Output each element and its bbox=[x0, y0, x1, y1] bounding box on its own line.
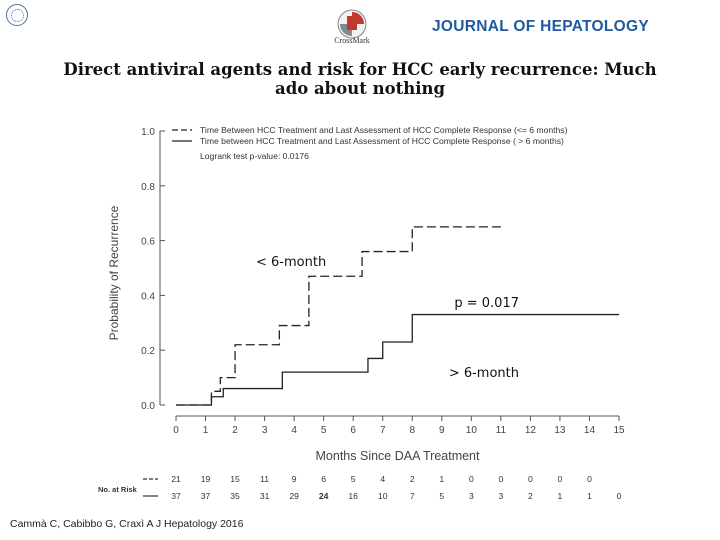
y-tick-label: 0.2 bbox=[141, 346, 155, 357]
citation: Cammà C, Cabibbo G, Craxì A J Hepatology… bbox=[10, 518, 244, 530]
annotation-1: < 6-month bbox=[256, 255, 326, 270]
risk-row-1-value: 2 bbox=[410, 474, 415, 484]
title-line-2: ado about nothing bbox=[275, 79, 445, 98]
legend-label-1: Time Between HCC Treatment and Last Asse… bbox=[200, 125, 568, 135]
chart-axes: 0.0 0.2 0.4 0.6 0.8 1.0 Probability of Recurre… bbox=[107, 127, 625, 463]
y-tick-label: 0.0 bbox=[141, 401, 155, 412]
x-tick-label: 5 bbox=[321, 425, 327, 436]
risk-row-1-value: 0 bbox=[528, 474, 533, 484]
x-tick-label: 11 bbox=[496, 425, 507, 436]
risk-row-2-value: 2 bbox=[528, 491, 533, 501]
risk-row-2-value: 31 bbox=[260, 491, 270, 501]
risk-row-1-value: 0 bbox=[558, 474, 563, 484]
chart-curves bbox=[176, 226, 619, 406]
risk-row-2-value: 3 bbox=[498, 491, 503, 501]
annotation-2: p = 0.017 bbox=[454, 296, 519, 311]
x-tick-label: 8 bbox=[409, 425, 415, 436]
chart-annotations: < 6-month p = 0.017 > 6-month bbox=[256, 255, 519, 381]
slide-title: Direct antiviral agents and risk for HCC… bbox=[0, 60, 720, 98]
legend-label-2: Time between HCC Treatment and Last Asse… bbox=[200, 136, 564, 146]
logrank-note: Logrank test p-value: 0.0176 bbox=[200, 151, 309, 161]
risk-row-2-value: 5 bbox=[439, 491, 444, 501]
x-tick-label: 10 bbox=[466, 425, 478, 436]
series-2-curve bbox=[176, 313, 619, 406]
risk-row-2-value: 7 bbox=[410, 491, 415, 501]
y-tick-label: 0.8 bbox=[141, 182, 155, 193]
risk-row-1-value: 19 bbox=[201, 474, 211, 484]
crossmark-label: CrossMark bbox=[334, 36, 370, 45]
risk-row-1-value: 4 bbox=[380, 474, 385, 484]
annotation-3: > 6-month bbox=[449, 366, 519, 381]
x-tick-label: 0 bbox=[173, 425, 179, 436]
risk-row-2-value: 35 bbox=[230, 491, 240, 501]
y-axis-label: Probability of Recurrence bbox=[107, 205, 121, 340]
risk-row-1-value: 0 bbox=[587, 474, 592, 484]
x-tick-label: 3 bbox=[262, 425, 268, 436]
risk-row-2-value: 29 bbox=[289, 491, 299, 501]
risk-row-2-value: 1 bbox=[587, 491, 592, 501]
x-axis-label: Months Since DAA Treatment bbox=[316, 449, 480, 463]
risk-table-label: No. at Risk bbox=[98, 485, 138, 494]
x-tick-label: 7 bbox=[380, 425, 386, 436]
risk-row-1-value: 6 bbox=[321, 474, 326, 484]
x-tick-label: 15 bbox=[613, 425, 625, 436]
risk-row-1-value: 11 bbox=[260, 474, 269, 484]
x-tick-label: 12 bbox=[525, 425, 537, 436]
risk-row-1-value: 0 bbox=[469, 474, 474, 484]
x-tick-label: 2 bbox=[232, 425, 238, 436]
y-tick-label: 0.6 bbox=[141, 237, 155, 248]
title-line-1: Direct antiviral agents and risk for HCC… bbox=[63, 60, 657, 79]
society-seal-icon bbox=[6, 4, 28, 26]
risk-row-1-value: 9 bbox=[292, 474, 297, 484]
risk-row-1-value: 5 bbox=[351, 474, 356, 484]
chart-legend: Time Between HCC Treatment and Last Asse… bbox=[172, 125, 568, 161]
risk-row-2-value: 37 bbox=[171, 491, 181, 501]
risk-row-1-value: 1 bbox=[439, 474, 444, 484]
risk-row-2-value: 3 bbox=[469, 491, 474, 501]
crossmark-logo[interactable] bbox=[334, 8, 370, 48]
x-tick-label: 14 bbox=[584, 425, 596, 436]
x-tick-label: 4 bbox=[291, 425, 297, 436]
risk-row-2-value: 10 bbox=[378, 491, 388, 501]
series-1-curve bbox=[176, 226, 501, 406]
x-tick-label: 1 bbox=[203, 425, 209, 436]
y-tick-label: 1.0 bbox=[141, 127, 155, 138]
risk-row-2-value: 16 bbox=[348, 491, 358, 501]
risk-row-2-value: 24 bbox=[319, 491, 329, 501]
risk-row-1-value: 0 bbox=[498, 474, 503, 484]
x-tick-label: 6 bbox=[350, 425, 356, 436]
risk-row-1-value: 21 bbox=[171, 474, 181, 484]
risk-row-2-value: 37 bbox=[201, 491, 211, 501]
risk-row-2-value: 0 bbox=[617, 491, 622, 501]
x-tick-label: 13 bbox=[554, 425, 566, 436]
x-tick-label: 9 bbox=[439, 425, 445, 436]
journal-name: JOURNAL OF HEPATOLOGY bbox=[432, 18, 650, 35]
risk-row-2-value: 1 bbox=[558, 491, 563, 501]
y-tick-label: 0.4 bbox=[141, 291, 155, 302]
risk-row-1-value: 15 bbox=[230, 474, 240, 484]
